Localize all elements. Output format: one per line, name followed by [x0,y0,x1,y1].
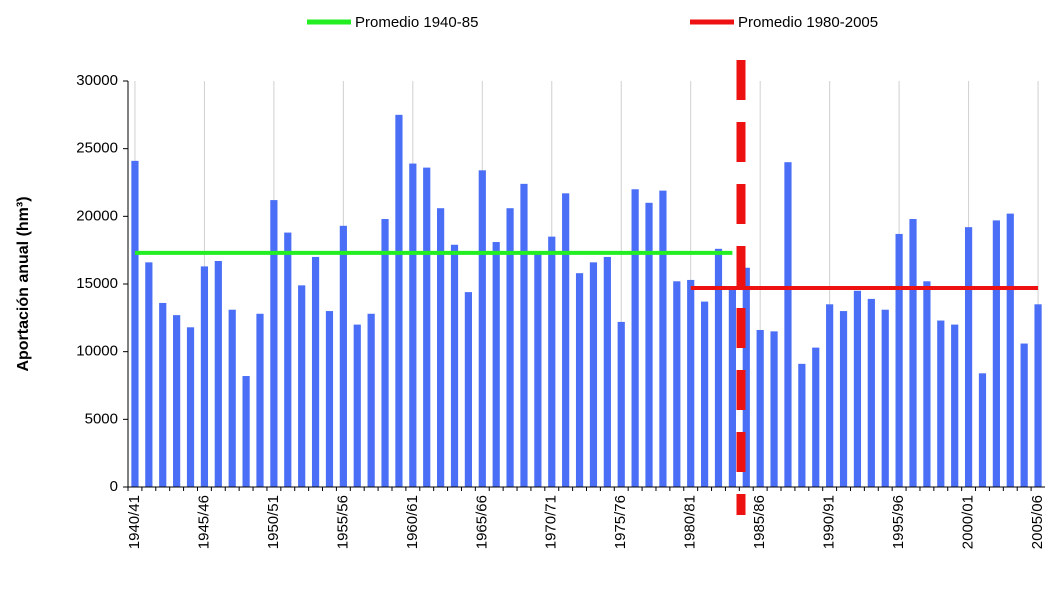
x-tick-label: 2000/01 [960,495,977,549]
bar [603,256,611,487]
bar [311,256,320,487]
bar [575,273,584,487]
bar [506,208,514,488]
bar [200,266,209,487]
bar [1034,304,1042,487]
x-tick-label: 1965/66 [473,495,490,549]
bar [284,232,292,487]
bar [784,162,792,487]
bar [826,304,834,487]
bar [409,163,417,487]
x-tick-label: 1985/86 [751,495,768,549]
bar [437,208,445,488]
bar [617,321,625,487]
legend-label: Promedio 1980-2005 [738,14,878,31]
bar [145,262,153,487]
x-tick-label: 1995/96 [890,495,907,549]
bar [631,189,639,487]
bar [964,227,973,487]
bar [381,219,389,488]
bar [395,114,403,487]
bar [881,309,889,487]
bar [562,193,570,487]
bar [728,286,736,487]
bar [589,262,598,487]
x-tick-label: 1945/46 [195,495,212,549]
bar [853,290,862,487]
bar [923,281,931,487]
bar [228,309,236,487]
bar [548,236,556,487]
bar [214,260,222,487]
bar [478,170,486,487]
bar [978,373,987,487]
y-tick-label: 5000 [85,410,118,427]
bar [256,313,264,487]
legend-label: Promedio 1940-85 [355,14,478,31]
x-tick-label: 1960/61 [404,495,421,549]
bar [839,311,848,487]
bar [756,330,764,487]
y-tick-label: 20000 [76,207,118,224]
y-axis-label: Aportación anual (hm³) [15,196,32,371]
bar [450,244,459,487]
x-tick-label: 1940/41 [126,495,143,549]
bar [159,302,167,487]
bar [534,254,542,487]
bar [173,315,181,487]
bar [339,225,347,487]
bar [464,292,473,487]
bar [353,324,361,487]
bar [242,376,250,487]
bar [937,320,945,487]
bar [687,279,695,487]
y-tick-label: 30000 [76,72,118,89]
bar [298,285,306,487]
bar [1020,343,1028,487]
bar [367,313,375,487]
bar [492,242,500,487]
bar [812,347,820,487]
bar [325,311,334,487]
x-tick-label: 1975/76 [612,495,629,549]
x-tick-label: 1990/91 [821,495,838,549]
bar [798,363,806,487]
bar [423,167,431,487]
x-tick-label: 1950/51 [265,495,282,549]
bar [742,267,750,487]
bar [770,331,778,487]
y-tick-label: 25000 [76,140,118,157]
bar [992,220,1000,488]
bar [131,160,139,487]
bar [186,327,195,487]
x-tick-label: 1955/56 [334,495,351,549]
bar [659,190,667,487]
bar [951,324,959,487]
bar [645,202,653,488]
x-tick-label: 1970/71 [543,495,560,549]
bar [867,298,875,487]
bar [1006,213,1014,488]
y-tick-label: 0 [110,478,118,495]
bar [673,281,681,487]
x-tick-label: 2005/06 [1029,495,1046,549]
bar [700,301,709,487]
bar [270,200,278,488]
bar [520,183,528,487]
bar [714,248,723,487]
bar [895,233,903,487]
bar [909,219,917,488]
y-tick-label: 10000 [76,343,118,360]
x-tick-label: 1980/81 [682,495,699,549]
y-tick-label: 15000 [76,275,118,292]
